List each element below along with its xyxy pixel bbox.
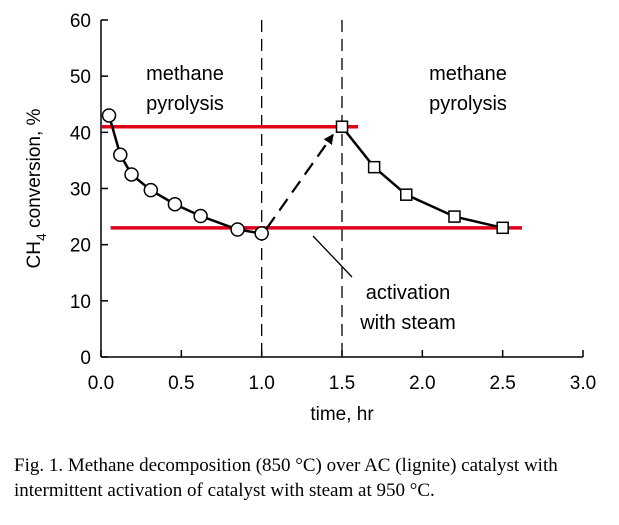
chart: 0 10 20 30 40 50 60 0.0 0.5 1.0 1.5 2.0 2.5 3.0 time, … [24, 11, 596, 425]
activation-arrow [265, 133, 334, 230]
annotation-activation-with-steam-line: with steam [359, 312, 456, 334]
chart-labels: 0 10 20 30 40 50 60 0.0 0.5 1.0 1.5 2.0 2.5 3.0 time, … [24, 11, 596, 425]
square-series-line [341, 125, 503, 230]
figure-caption: Fig. 1. Methane decomposition (850 °C) o… [14, 455, 558, 501]
x-tick-label: 1.0 [248, 373, 274, 394]
circle-point [254, 226, 269, 241]
reference-lines [101, 124, 522, 230]
circle-point [113, 147, 128, 163]
x-tick-label: 3.0 [570, 373, 596, 394]
y-tick-label: 30 [70, 180, 91, 201]
circle-point [167, 196, 183, 212]
circle-point [230, 222, 245, 237]
y-tick-label: 10 [70, 292, 91, 313]
y-axis-title: CH4 conversion, % [24, 108, 49, 268]
square-point [448, 210, 461, 223]
circle-point [124, 167, 139, 182]
square-point [367, 160, 381, 174]
y-axis-title-rest: conversion, % [24, 108, 45, 233]
axes [100, 19, 584, 358]
square-point [400, 188, 413, 201]
annotation-methane-pyrolysis-left-line: methane [146, 63, 224, 85]
x-tick-label: 0.5 [168, 373, 194, 394]
y-tick-label: 40 [70, 123, 91, 144]
circle-point [193, 208, 208, 224]
annotation-methane-pyrolysis-left-line: pyrolysis [146, 93, 224, 115]
y-tick-label: 20 [70, 236, 91, 257]
y-tick-label: 50 [70, 67, 91, 88]
circle-point [101, 108, 117, 123]
annotation-methane-pyrolysis-right-line: methane [429, 63, 507, 85]
square-point [496, 221, 509, 235]
y-axis-title-subscript: 4 [33, 233, 49, 241]
data-markers [101, 108, 509, 241]
y-tick-label: 60 [70, 11, 91, 32]
data-curves [107, 115, 503, 235]
x-tick-label: 1.5 [329, 373, 355, 394]
x-tick-label: 2.0 [409, 373, 435, 394]
y-tick-label: 0 [80, 348, 91, 369]
circle-point [143, 182, 159, 198]
annotation-methane-pyrolysis-right-line: pyrolysis [429, 93, 507, 115]
square-point [335, 120, 349, 133]
x-axis-title: time, hr [310, 404, 374, 425]
y-axis-title-main: CH [24, 241, 45, 268]
annotation-activation-with-steam-line: activation [366, 282, 451, 304]
x-tick-label: 0.0 [88, 373, 114, 394]
annotation-pointer-line [312, 235, 353, 278]
x-tick-label: 2.5 [489, 373, 515, 394]
